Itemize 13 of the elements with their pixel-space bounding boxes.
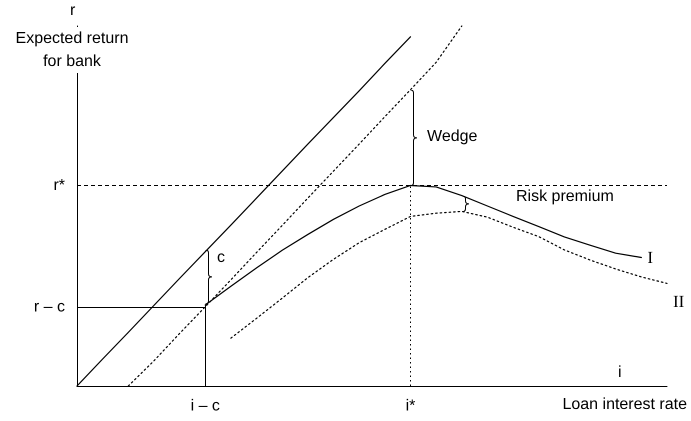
series-label: I bbox=[647, 248, 654, 267]
x-tick-label: i – c bbox=[190, 398, 220, 414]
ref-line-label: r – c bbox=[34, 298, 65, 316]
annotation: Risk premium bbox=[516, 188, 614, 206]
ref-line-label: r* bbox=[53, 176, 65, 194]
x-axis-title: Loan interest rate bbox=[562, 396, 687, 414]
annotation: c bbox=[217, 249, 225, 267]
annotation: Wedge bbox=[427, 128, 478, 146]
x-tick-label: i* bbox=[406, 398, 416, 414]
annotation: i bbox=[618, 364, 622, 382]
series-label: II bbox=[673, 292, 685, 311]
y-axis-title: Expected return for bank bbox=[8, 27, 136, 73]
text: r bbox=[70, 2, 76, 20]
